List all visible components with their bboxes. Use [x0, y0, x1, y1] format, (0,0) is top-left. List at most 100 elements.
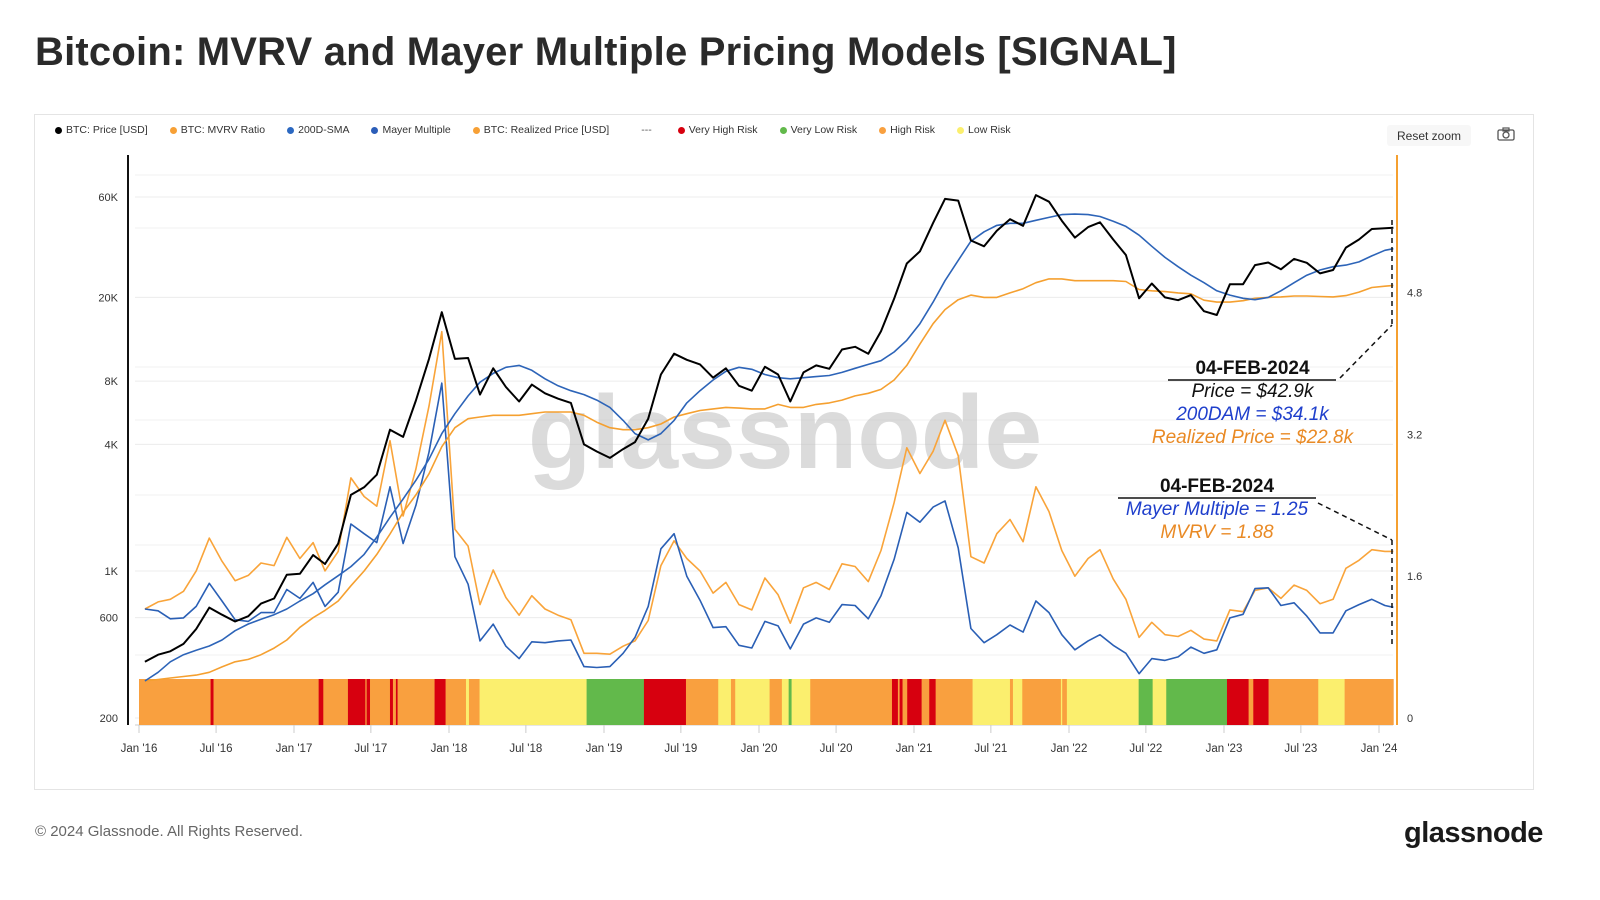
legend-item[interactable]: Very High Risk [677, 124, 758, 136]
x-tick-label: Jul '20 [820, 743, 853, 755]
risk-segment-high-risk [897, 679, 900, 725]
risk-segment-high-risk [935, 679, 973, 725]
risk-segment-high-risk [810, 679, 893, 725]
annotation-date: 04-FEB-2024 [1195, 358, 1310, 379]
x-tick-label: Jan '18 [431, 743, 468, 755]
risk-segment-high-risk [1009, 679, 1014, 725]
legend-item[interactable]: BTC: MVRV Ratio [169, 124, 265, 136]
annotation-price-value: Price = $42.9k [1191, 381, 1314, 402]
risk-segment-high-risk [730, 679, 736, 725]
legend-item[interactable]: 200D-SMA [287, 124, 349, 136]
y-tick-label-right: 1.6 [1407, 571, 1422, 583]
legend-marker-icon [169, 126, 177, 134]
legend-separator: --- [641, 124, 652, 136]
risk-segment-low-risk [1060, 679, 1063, 725]
legend-label: BTC: Price [USD] [66, 124, 148, 136]
risk-segment-very-high-risk [899, 679, 903, 725]
y-tick-label-left: 200 [100, 713, 118, 725]
risk-segment-high-risk [1022, 679, 1062, 725]
risk-segment-very-high-risk [434, 679, 446, 725]
risk-segment-very-high-risk [891, 679, 899, 725]
y-tick-label-left: 600 [100, 613, 118, 625]
risk-segment-high-risk [1268, 679, 1319, 725]
legend-marker-icon [371, 126, 379, 134]
x-tick-label: Jan '23 [1206, 743, 1243, 755]
legend-item[interactable]: Mayer Multiple [371, 124, 451, 136]
y-tick-label-right: 0 [1407, 713, 1413, 725]
legend-label: Mayer Multiple [382, 124, 451, 136]
risk-segment-high-risk [1344, 679, 1394, 725]
annotation-date: 04-FEB-2024 [1159, 476, 1275, 497]
series-line-btc-mvrv-ratio [144, 330, 1394, 655]
risk-segment-very-low-risk [586, 679, 645, 725]
annotation-sma-value: 200DAM = $34.1k [1176, 404, 1329, 425]
x-tick-label: Jan '24 [1361, 743, 1398, 755]
page-title: Bitcoin: MVRV and Mayer Multiple Pricing… [35, 30, 1177, 74]
risk-segment-high-risk [921, 679, 930, 725]
risk-segment-low-risk [1012, 679, 1023, 725]
x-tick-label: Jul '16 [200, 743, 233, 755]
legend-label: High Risk [890, 124, 936, 136]
risk-segment-very-high-risk [1226, 679, 1249, 725]
y-tick-label-left: 8K [105, 376, 119, 388]
x-tick-label: Jul '23 [1284, 743, 1317, 755]
legend-label: BTC: Realized Price [USD] [483, 124, 610, 136]
camera-icon[interactable] [1497, 127, 1515, 141]
series-line-btc-realized-price-usd [144, 278, 1394, 682]
risk-segment-low-risk [1152, 679, 1167, 725]
y-tick-label-left: 60K [98, 192, 118, 204]
x-tick-label: Jan '17 [276, 743, 313, 755]
risk-segment-low-risk [791, 679, 811, 725]
series-line-btc-price-usd [144, 194, 1394, 663]
risk-segment-high-risk [468, 679, 480, 725]
risk-segment-high-risk [685, 679, 719, 725]
risk-segment-low-risk [735, 679, 770, 725]
legend-item[interactable]: High Risk [879, 124, 935, 136]
legend-item[interactable]: BTC: Realized Price [USD] [472, 124, 610, 136]
risk-segment-very-high-risk [1253, 679, 1269, 725]
legend-item[interactable]: Low Risk [957, 124, 1011, 136]
risk-segment-high-risk [213, 679, 319, 725]
risk-segment-low-risk [479, 679, 587, 725]
risk-segment-high-risk [139, 679, 211, 725]
y-tick-label-right: 4.8 [1407, 288, 1422, 300]
risk-segment-very-high-risk [347, 679, 366, 725]
annotation-realized-value: Realized Price = $22.8k [1151, 427, 1354, 448]
legend-marker-icon [55, 126, 62, 134]
annotation-mayer: 04-FEB-2024 Mayer Multiple = 1.25 MVRV =… [1097, 475, 1337, 544]
risk-segment-high-risk [902, 679, 908, 725]
risk-segment-high-risk [370, 679, 391, 725]
legend-marker-icon [287, 126, 295, 134]
reset-zoom-button[interactable]: Reset zoom [1387, 125, 1471, 146]
x-tick-label: Jul '18 [509, 743, 542, 755]
risk-segment-high-risk [392, 679, 397, 725]
y-tick-label-right: 3.2 [1407, 429, 1422, 441]
x-tick-label: Jul '17 [354, 743, 387, 755]
annotation-price: 04-FEB-2024 Price = $42.9k 200DAM = $34.… [1130, 357, 1375, 449]
legend-item[interactable]: Very Low Risk [779, 124, 857, 136]
legend-item[interactable]: BTC: Price [USD] [55, 124, 148, 136]
annotation-mayer-value: Mayer Multiple = 1.25 [1125, 499, 1309, 520]
chart-frame [34, 114, 1534, 790]
risk-segment-very-high-risk [210, 679, 214, 725]
watermark: glassnode [528, 375, 1042, 491]
x-tick-label: Jan '16 [121, 743, 158, 755]
y-tick-label-left: 20K [98, 292, 118, 304]
risk-segment-very-low-risk [788, 679, 792, 725]
series-line-200d-sma [144, 213, 1394, 682]
risk-segment-very-high-risk [366, 679, 371, 725]
risk-segment-very-low-risk [1138, 679, 1153, 725]
risk-segment-very-high-risk [395, 679, 398, 725]
legend-marker-icon [472, 126, 480, 134]
risk-segment-high-risk [1248, 679, 1254, 725]
risk-segment-very-high-risk [929, 679, 936, 725]
x-tick-label: Jul '22 [1129, 743, 1162, 755]
risk-segment-low-risk [465, 679, 470, 725]
legend-marker-icon [677, 126, 685, 134]
glassnode-logo: glassnode [1404, 817, 1543, 849]
legend-marker-icon [779, 126, 787, 134]
y-tick-label-left: 1K [105, 566, 119, 578]
risk-segment-low-risk [781, 679, 789, 725]
x-tick-label: Jul '19 [664, 743, 697, 755]
